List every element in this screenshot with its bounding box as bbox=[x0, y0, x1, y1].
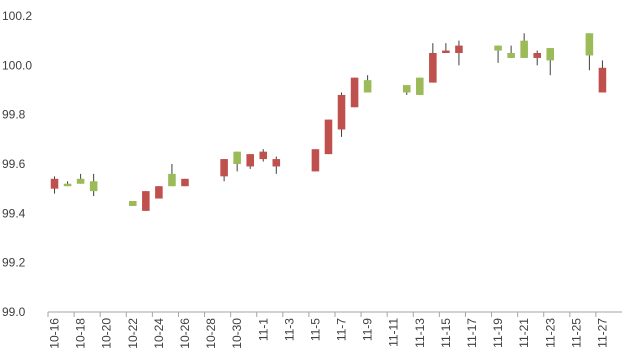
candle-body-down bbox=[259, 151, 268, 160]
candle-body-down bbox=[50, 178, 59, 189]
candle-body-down bbox=[455, 45, 463, 53]
x-tick-label: 11-17 bbox=[465, 318, 479, 348]
candle-body-up bbox=[546, 48, 555, 61]
x-tick-label: 11-9 bbox=[361, 318, 375, 341]
x-tick-label: 11-11 bbox=[387, 318, 401, 347]
x-tick-label: 10-22 bbox=[126, 318, 140, 349]
candle-body-up bbox=[402, 85, 411, 93]
candle-body-up bbox=[63, 183, 72, 187]
x-tick-label: 10-26 bbox=[178, 318, 192, 349]
candle-body-up bbox=[507, 53, 515, 58]
candle-body-up bbox=[129, 201, 137, 206]
y-tick-label: 100.2 bbox=[2, 9, 32, 23]
x-tick-label: 11-15 bbox=[439, 318, 453, 348]
candle-body-up bbox=[416, 77, 424, 95]
x-tick-label: 11-19 bbox=[491, 318, 505, 348]
candle-body-up bbox=[363, 80, 372, 93]
candle-body-down bbox=[181, 178, 189, 187]
x-tick-label: 10-18 bbox=[74, 318, 88, 349]
candle-body-down bbox=[429, 53, 437, 83]
x-tick-label: 11-27 bbox=[595, 318, 609, 348]
candle-body-up bbox=[89, 181, 98, 192]
y-tick-label: 100.0 bbox=[2, 58, 32, 72]
x-tick-label: 10-28 bbox=[204, 318, 218, 349]
candle-body-down bbox=[442, 50, 450, 53]
candle-body-down bbox=[246, 154, 254, 167]
x-axis-tick-labels: 10-16 10-18 10-20 10-22 10-24 10-26 10-28 10-30… bbox=[48, 318, 610, 349]
x-tick-label: 11-13 bbox=[413, 318, 427, 348]
x-tick-label: 10-20 bbox=[100, 318, 114, 349]
candle-body-up bbox=[168, 173, 176, 187]
candle-body-down bbox=[220, 159, 228, 177]
candle-body-down bbox=[350, 77, 359, 108]
y-tick-label: 99.2 bbox=[2, 256, 26, 270]
candle-body-down bbox=[337, 94, 346, 130]
candle-body-down bbox=[533, 53, 541, 58]
x-tick-label: 10-30 bbox=[230, 318, 244, 349]
x-tick-label: 11-3 bbox=[282, 318, 296, 341]
x-tick-label: 10-24 bbox=[152, 318, 166, 349]
candle-body-up bbox=[233, 151, 241, 164]
candle-body-down bbox=[324, 119, 333, 155]
x-tick-marks bbox=[47, 312, 597, 317]
x-tick-label: 11-7 bbox=[335, 318, 349, 341]
candle-body-up bbox=[494, 45, 502, 51]
x-tick-label: 11-21 bbox=[517, 318, 531, 348]
x-tick-label: 11-25 bbox=[569, 318, 583, 348]
y-tick-label: 99.0 bbox=[2, 305, 26, 319]
candle-body-up bbox=[520, 40, 528, 58]
candle-body-down bbox=[155, 186, 163, 199]
candle-body-down bbox=[272, 159, 281, 167]
candle-body-up bbox=[76, 178, 85, 184]
candle-body-down bbox=[598, 67, 607, 93]
candle-body-layer bbox=[50, 33, 607, 211]
x-tick-label: 11-1 bbox=[256, 318, 270, 341]
x-tick-label: 11-23 bbox=[543, 318, 557, 348]
y-tick-label: 99.4 bbox=[2, 206, 26, 220]
y-tick-label: 99.6 bbox=[2, 157, 26, 171]
candle-body-down bbox=[142, 191, 150, 211]
y-tick-label: 99.8 bbox=[2, 108, 26, 122]
x-tick-label: 10-16 bbox=[48, 318, 62, 349]
x-tick-label: 11-5 bbox=[308, 318, 322, 341]
candle-body-up bbox=[585, 33, 594, 56]
y-axis-tick-labels: 99.0 99.2 99.4 99.6 99.8 100.0 100.2 bbox=[2, 9, 32, 319]
candle-body-down bbox=[311, 149, 320, 172]
